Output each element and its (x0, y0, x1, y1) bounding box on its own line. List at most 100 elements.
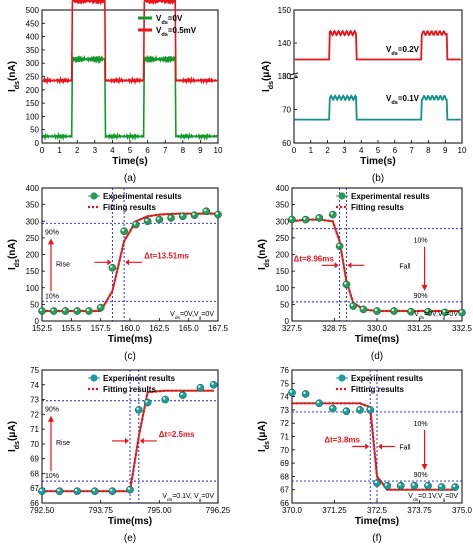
x-tick-label: 327.5 (282, 324, 303, 333)
x-axis-label: Time(ms) (355, 516, 399, 527)
y-tick-label: 72 (280, 419, 289, 428)
data-point (134, 406, 143, 414)
data-point (38, 487, 46, 496)
data-point (437, 483, 446, 491)
data-point (373, 479, 381, 487)
data-point-highlight (145, 218, 148, 222)
y-tick-label: 200 (26, 86, 40, 95)
y-tick-label: 130 (278, 72, 292, 81)
data-point-highlight (330, 406, 333, 409)
data-point (328, 210, 337, 219)
legend-label: Fitting results (103, 385, 156, 394)
data-point-highlight (344, 282, 347, 285)
data-point (451, 483, 460, 491)
data-point (190, 211, 199, 220)
y-tick-label: 70 (282, 106, 291, 115)
y-tick-label: 71 (30, 425, 39, 434)
x-tick-label: 375.0 (452, 506, 473, 515)
data-point (301, 215, 310, 224)
series-line-1 (294, 94, 461, 121)
x-tick-label: 4 (359, 146, 364, 155)
data-point-highlight (361, 307, 364, 310)
fall-arrowhead (421, 284, 428, 291)
x-tick-label: 8 (426, 146, 431, 155)
data-point (90, 487, 99, 496)
series-annotation: Vds=0.2V (386, 45, 420, 57)
data-point (178, 212, 187, 221)
data-point-highlight (367, 407, 371, 410)
y-tick-label: 50 (280, 300, 289, 309)
data-point (132, 220, 140, 229)
percent-label: 10% (45, 473, 59, 480)
data-point-highlight (303, 217, 306, 220)
condition-label: Vds=0V,Vg=0V (170, 311, 214, 321)
data-point-highlight (57, 488, 60, 492)
percent-label: 10% (414, 238, 428, 245)
y-tick-label: 100 (26, 284, 40, 293)
axis-break-gap (290, 74, 298, 79)
y-tick-label: 250 (26, 234, 40, 243)
y-tick-label: 76 (280, 366, 289, 375)
data-point-highlight (357, 407, 361, 410)
x-tick-label: 160.0 (120, 324, 141, 333)
x-tick-label: 3 (342, 146, 347, 155)
data-point (61, 307, 70, 315)
data-point-highlight (350, 303, 354, 307)
y-tick-label: 68 (280, 472, 289, 481)
y-axis-label: Ids(μA) (257, 421, 271, 452)
x-axis-label: Time(s) (112, 156, 147, 167)
panel-caption: (b) (372, 173, 384, 184)
fall-arrowhead (421, 464, 428, 471)
data-point-highlight (121, 228, 125, 232)
data-point (214, 210, 222, 219)
y-tick-label: 0 (35, 317, 40, 326)
x-tick-label: 373.75 (407, 506, 432, 515)
data-point-highlight (180, 213, 183, 217)
y-tick-label: 400 (26, 33, 40, 42)
x-tick-label: 370.0 (282, 506, 303, 515)
data-point-highlight (63, 308, 66, 312)
legend-label: Vds=0.5mV (156, 26, 197, 38)
data-point-highlight (98, 305, 101, 308)
fit-curve (290, 218, 464, 313)
x-tick-label: 6 (145, 146, 150, 155)
y-tick-label: 68 (30, 469, 39, 478)
y-tick-label: 66 (280, 499, 289, 508)
y-tick-label: 70 (30, 440, 39, 449)
rise-arrowhead (48, 238, 54, 245)
y-tick-label: 150 (26, 267, 40, 276)
delta-t-label: Δt=13.51ms (144, 251, 189, 260)
data-point-highlight (391, 308, 395, 312)
data-point-highlight (398, 483, 401, 486)
dt-arrowhead-left (107, 259, 112, 266)
data-point (143, 398, 152, 407)
data-point (335, 242, 344, 251)
data-point-highlight (289, 217, 293, 220)
rise-arrowhead (48, 415, 54, 422)
delta-t-label: Δt=8.96ms (294, 254, 335, 263)
condition-label: Vds=0.1V, Vg=0V (162, 493, 214, 503)
data-point-highlight (110, 488, 113, 492)
y-tick-label: 250 (26, 73, 40, 82)
data-point (359, 305, 368, 314)
data-point-highlight (330, 212, 333, 215)
data-point (178, 391, 187, 399)
y-tick-label: 69 (280, 459, 289, 468)
data-point (167, 214, 175, 222)
data-point-highlight (412, 483, 415, 486)
legend-label: Experimental results (103, 192, 182, 201)
y-tick-label: 350 (26, 46, 40, 55)
data-point (55, 487, 64, 496)
data-point-highlight (374, 308, 378, 312)
data-point (108, 487, 117, 496)
condition-label: Vds=0V,Vg=0V (414, 311, 458, 321)
data-point-highlight (74, 488, 78, 492)
data-point (38, 307, 46, 315)
x-tick-label: 793.75 (88, 506, 113, 515)
y-tick-label: 300 (26, 217, 40, 226)
delta-t-label: Δt=2.5ms (159, 430, 195, 439)
y-tick-label: 100 (276, 284, 290, 293)
x-tick-label: 796.25 (206, 506, 231, 515)
legend-label: Fitting results (351, 385, 404, 394)
y-tick-label: 300 (26, 59, 40, 68)
